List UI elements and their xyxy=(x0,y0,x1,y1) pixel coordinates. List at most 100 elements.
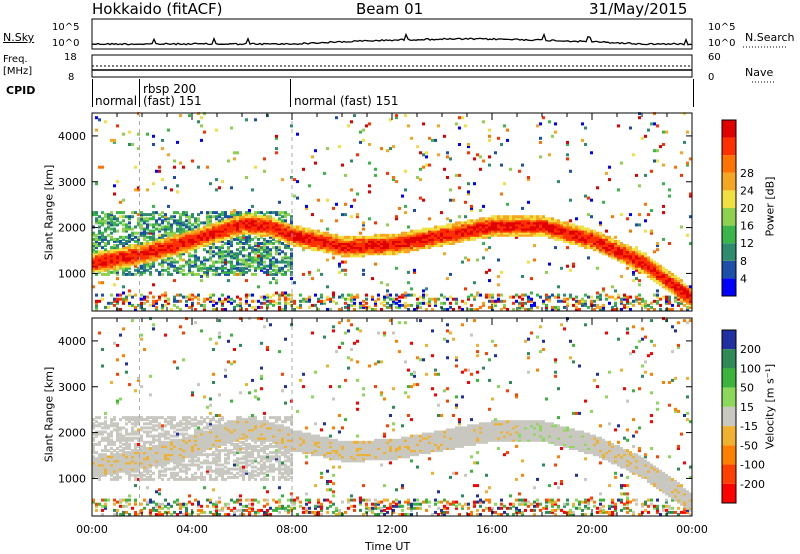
velocity-cell xyxy=(95,442,98,446)
power-cell xyxy=(536,219,539,223)
power-cell xyxy=(218,229,221,233)
power-cell xyxy=(125,223,128,227)
power-cell xyxy=(203,305,206,309)
power-cell xyxy=(464,231,467,235)
power-cell xyxy=(179,244,182,248)
power-cell xyxy=(254,252,257,256)
velocity-cell xyxy=(152,506,155,510)
power-cell xyxy=(599,233,602,237)
velocity-cell xyxy=(149,440,152,444)
power-cell xyxy=(311,239,314,243)
power-cell xyxy=(143,219,146,223)
power-cell xyxy=(188,237,191,241)
power-cell xyxy=(608,165,611,169)
power-cell xyxy=(599,248,602,252)
power-cell xyxy=(416,239,419,243)
velocity-cell xyxy=(185,424,188,428)
power-cell xyxy=(545,217,548,221)
velocity-cell xyxy=(104,420,107,424)
velocity-cell xyxy=(119,455,122,459)
velocity-cell xyxy=(95,416,98,420)
power-cell xyxy=(566,140,569,144)
power-cell xyxy=(560,229,563,233)
velocity-cell xyxy=(152,500,155,504)
power-cell xyxy=(446,155,449,159)
power-cell xyxy=(128,252,131,256)
power-cell xyxy=(500,221,503,225)
power-cell xyxy=(224,229,227,233)
power-cell xyxy=(254,217,257,221)
power-cell xyxy=(434,242,437,245)
velocity-cell xyxy=(116,399,119,403)
power-cell xyxy=(503,219,506,223)
power-cell xyxy=(344,237,347,241)
power-cell xyxy=(449,225,452,229)
power-cell xyxy=(173,258,176,262)
power-cell xyxy=(131,248,134,252)
power-cell xyxy=(188,225,191,229)
power-cell xyxy=(203,272,206,276)
velocity-cell xyxy=(209,411,212,415)
power-cell xyxy=(362,244,365,248)
power-cell xyxy=(257,260,260,264)
power-cell xyxy=(152,258,155,262)
power-cell xyxy=(212,303,215,307)
power-cell xyxy=(497,215,500,219)
power-cell xyxy=(482,159,485,163)
power-cell xyxy=(572,264,575,268)
power-cell xyxy=(341,268,344,272)
power-cell xyxy=(632,266,635,270)
power-cell xyxy=(662,130,665,134)
power-cell xyxy=(185,262,188,266)
power-cell xyxy=(287,233,290,237)
power-cell xyxy=(107,239,110,243)
power-cell xyxy=(440,237,443,241)
velocity-cell xyxy=(182,432,185,436)
power-cell xyxy=(422,289,425,293)
power-cell xyxy=(353,301,356,305)
power-cell xyxy=(125,256,128,260)
power-cell xyxy=(602,246,605,250)
power-cell xyxy=(371,239,374,243)
power-cell xyxy=(134,239,137,243)
power-cell xyxy=(581,237,584,241)
power-cell xyxy=(155,256,158,260)
power-cell xyxy=(482,231,485,235)
velocity-cell xyxy=(137,459,140,463)
power-cell xyxy=(182,229,185,233)
power-cell xyxy=(116,264,119,268)
power-cell xyxy=(497,219,500,223)
power-cell xyxy=(254,223,257,227)
power-cell xyxy=(428,217,431,221)
power-cell xyxy=(380,147,383,151)
power-cell xyxy=(443,167,446,171)
power-cell xyxy=(437,242,440,245)
power-cell xyxy=(125,242,128,245)
power-cell xyxy=(266,272,269,276)
power-cell xyxy=(92,252,95,256)
velocity-cell xyxy=(182,504,185,508)
freq-unit-label: [MHz] xyxy=(3,66,33,77)
power-cell xyxy=(407,303,410,307)
power-cell xyxy=(179,161,182,165)
power-cell xyxy=(404,242,407,245)
power-cell xyxy=(212,268,215,272)
power-cell xyxy=(686,299,689,303)
power-cell xyxy=(275,252,278,256)
velocity-cell xyxy=(197,442,200,446)
nsky-tick-bottom: 10^0 xyxy=(52,38,80,49)
power-cell xyxy=(272,262,275,266)
power-cell xyxy=(254,165,257,169)
power-cell xyxy=(239,237,242,241)
power-cell xyxy=(500,299,503,303)
power-cell xyxy=(617,252,620,256)
power-cell xyxy=(629,229,632,233)
power-cell xyxy=(605,250,608,254)
velocity-cell xyxy=(104,455,107,459)
power-cell xyxy=(206,233,209,237)
velocity-cell xyxy=(167,447,170,450)
power-cell xyxy=(470,293,473,297)
power-cell xyxy=(347,239,350,243)
power-cell xyxy=(458,116,461,120)
power-cell xyxy=(455,122,458,126)
